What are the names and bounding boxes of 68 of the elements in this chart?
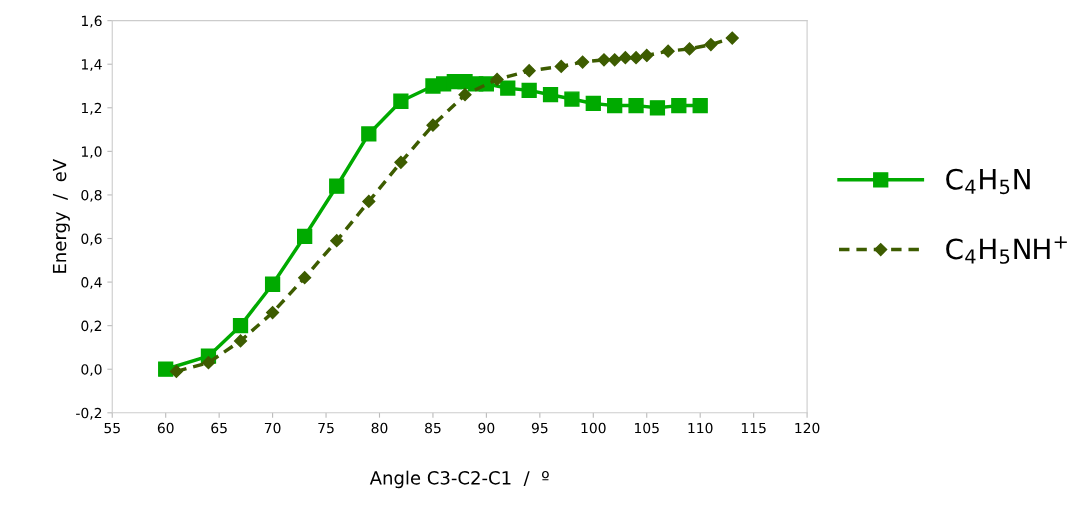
x-tick-label: 115 [741, 422, 766, 434]
point [521, 82, 537, 98]
x-axis-title: Angle C3-C2-C1 / º [369, 470, 549, 489]
x-tick-label: 80 [371, 422, 388, 434]
legend-label: C$_{4}$H$_{5}$N [946, 168, 1030, 195]
x-tick-label: 105 [635, 422, 659, 434]
point [232, 318, 249, 334]
point [618, 51, 632, 65]
point [692, 97, 708, 114]
point [298, 271, 312, 285]
point [564, 91, 580, 107]
point [576, 55, 590, 69]
point [704, 38, 718, 52]
x-tick-label: 85 [425, 422, 441, 434]
y-tick-label: 0,8 [81, 189, 102, 202]
point [682, 42, 697, 56]
y-tick-label: 1,6 [81, 15, 102, 28]
x-tick-label: 110 [688, 422, 713, 434]
y-axis-title: Energy / eV [52, 159, 70, 273]
y-tick-label: 0,6 [81, 233, 102, 246]
point [426, 118, 440, 132]
point [264, 276, 281, 292]
x-tick-label: 65 [211, 422, 227, 434]
point [629, 51, 643, 65]
point [649, 100, 666, 116]
point [500, 80, 516, 96]
legend-label: C$_{4}$H$_{5}$NH$^{+}$ [946, 236, 1067, 264]
point [393, 93, 409, 109]
y-tick-label: 0,4 [81, 277, 102, 289]
x-tick-label: 90 [478, 422, 495, 434]
point [297, 228, 313, 244]
point [329, 178, 345, 194]
x-tick-label: 120 [795, 422, 820, 434]
point [542, 87, 559, 103]
point [490, 72, 504, 87]
point [201, 356, 216, 370]
point [330, 234, 344, 248]
point [554, 59, 568, 73]
x-tick-label: 70 [264, 422, 281, 434]
point [725, 31, 739, 45]
point [362, 194, 376, 209]
point [394, 155, 408, 169]
y-tick-label: 0,0 [81, 364, 102, 377]
y-tick-label: 1,2 [81, 102, 102, 115]
y-tick-label: 1,4 [81, 59, 102, 72]
x-tick-label: 100 [581, 422, 606, 434]
x-tick-label: 55 [104, 422, 120, 434]
point [158, 361, 174, 377]
point [522, 64, 536, 78]
y-tick-label: 0,2 [81, 320, 102, 333]
point [266, 305, 280, 320]
point [608, 53, 622, 67]
point [661, 44, 675, 58]
point [607, 97, 623, 114]
point [671, 97, 687, 114]
point [361, 126, 377, 142]
x-tick-label: 60 [157, 422, 174, 434]
point [585, 95, 601, 112]
y-tick-label: -0,2 [76, 407, 102, 420]
point [169, 364, 183, 378]
x-tick-label: 95 [531, 422, 548, 434]
point [597, 53, 611, 67]
y-tick-label: 1,0 [81, 146, 102, 159]
point [640, 48, 654, 63]
x-tick-label: 75 [318, 422, 334, 434]
point [233, 334, 248, 348]
point [458, 88, 472, 102]
point [628, 97, 644, 114]
